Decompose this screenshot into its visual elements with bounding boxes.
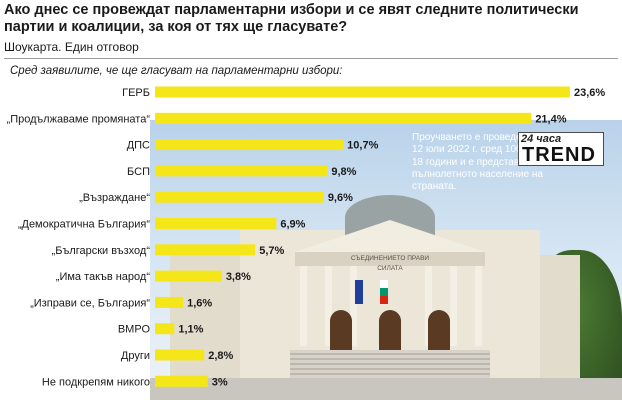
value-label: 10,7% [347,140,378,152]
value-label: 2,8% [208,350,233,362]
bulgarian-flag [380,280,388,304]
column [425,266,432,346]
bar [155,323,175,335]
column [325,266,332,346]
trend-logo: 24 часа TREND [518,132,604,166]
chart-subtitle: Шоукарта. Един отговор [4,40,139,54]
value-label: 6,9% [280,219,305,231]
bar [155,296,184,308]
category-label: ГЕРБ [122,87,150,99]
door [330,310,352,350]
pediment [295,220,485,252]
value-label: 5,7% [259,245,284,257]
value-label: 23,6% [574,87,605,99]
column [350,266,357,346]
category-label: Не подкрепям никого [42,376,150,388]
divider [4,58,618,59]
bar [155,244,256,256]
bar [155,218,277,229]
category-label: „Продължаваме промяната“ [7,113,151,125]
bar [155,349,205,361]
methodology-note: Проучването е проведено между 5-12 юли 2… [412,132,577,193]
category-label: Други [121,350,150,362]
category-label: „Изправи се, България“ [30,297,150,309]
value-label: 9,6% [328,192,353,204]
building-inscription: СЪЕДИНЕНИЕТО ПРАВИ СИЛАТА [350,255,430,272]
category-label: ДПС [127,140,150,152]
door [379,310,401,350]
category-label: „Възраждане“ [79,192,150,204]
category-label: „Български възход“ [52,245,151,257]
value-label: 1,6% [187,297,212,309]
parliament-photo: СЪЕДИНЕНИЕТО ПРАВИ СИЛАТА [150,120,622,400]
category-label: БСП [127,166,150,178]
bar [155,375,208,387]
logo-line-2: TREND [522,144,596,166]
category-label: „Има такъв народ“ [56,271,151,283]
logo-line-1: 24 часа [521,133,562,145]
value-label: 3,8% [226,271,251,283]
chart-label: Сред заявилите, че ще гласуват на парлам… [10,65,343,77]
column [450,266,457,346]
eu-flag [355,280,363,304]
bar [155,86,570,98]
column [300,266,307,346]
column [475,266,482,346]
bar [155,270,222,282]
bar [155,191,324,203]
category-label: ВМРО [118,324,151,336]
value-label: 21,4% [535,113,566,125]
bar [155,112,532,124]
bar [155,139,344,151]
door [428,310,450,350]
value-label: 3% [212,376,228,388]
ground [150,378,622,400]
value-label: 9,8% [331,166,356,178]
entablature [295,252,485,266]
steps [290,350,490,380]
category-label: „Демократична България“ [18,219,150,231]
value-label: 1,1% [178,324,203,336]
chart-title: Ако днес се провеждат парламентарни избо… [4,2,579,35]
bar [155,165,328,177]
